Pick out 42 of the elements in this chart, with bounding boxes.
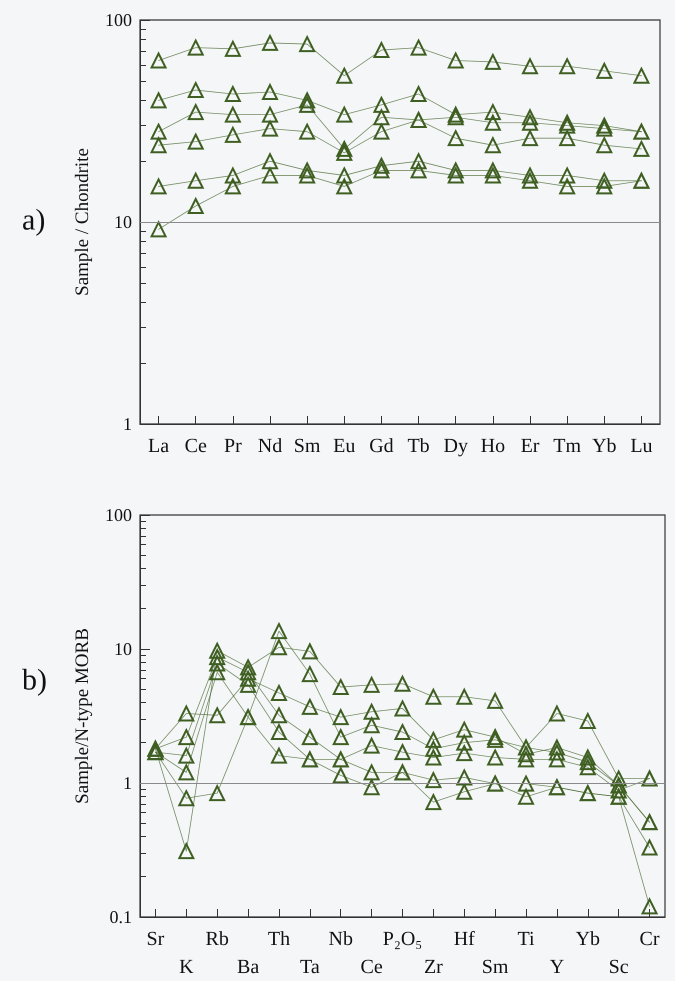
x-tick-label: Pr: [224, 435, 242, 457]
x-tick-label: Ce: [184, 435, 207, 457]
y-axis-title: Sample/N-type MORB: [72, 628, 93, 804]
y-tick-label: 1: [123, 773, 132, 793]
text: b): [22, 664, 47, 696]
x-tick-label: Tm: [553, 435, 582, 457]
x-tick-label: Ce: [360, 956, 383, 978]
x-tick-label: Lu: [630, 435, 653, 457]
x-tick-label: Ho: [480, 435, 506, 457]
y-tick-label: 100: [105, 505, 132, 525]
x-tick-label: Ta: [300, 956, 320, 978]
x-tick-label: Yb: [592, 435, 617, 457]
x-tick-label: K: [179, 956, 194, 978]
x-tick-label: Dy: [443, 435, 468, 457]
y-tick-label: 100: [105, 10, 132, 30]
x-tick-label: Er: [520, 435, 540, 457]
y-tick-label: 1: [123, 414, 132, 434]
y-axis-title: Sample / Chondrite: [72, 148, 93, 296]
x-tick-label: Sm: [294, 435, 321, 457]
text: a): [22, 204, 46, 236]
x-tick-label: Ti: [517, 928, 536, 950]
y-tick-label: 10: [114, 639, 132, 659]
x-tick-label: Nd: [258, 435, 282, 457]
x-tick-label: Ba: [236, 956, 260, 978]
x-tick-label: Th: [268, 928, 290, 950]
x-tick-label: Sc: [608, 956, 629, 978]
x-tick-label: Y: [550, 956, 564, 978]
x-tick-label: Nb: [328, 928, 353, 950]
x-tick-label: Tb: [407, 435, 430, 457]
x-tick-label: Yb: [576, 928, 600, 950]
x-tick-label: Sm: [482, 956, 509, 978]
x-tick-label: La: [148, 435, 170, 457]
x-tick-label: Zr: [424, 956, 444, 978]
x-tick-label: Gd: [369, 435, 394, 457]
x-tick-label: Sr: [146, 928, 165, 950]
x-tick-label: Cr: [640, 928, 660, 950]
x-tick-label: P₂O₅: [382, 928, 422, 950]
x-tick-label: Eu: [333, 435, 356, 457]
y-tick-label: 10: [114, 212, 132, 232]
y-tick-label: 0.1: [110, 907, 132, 927]
x-tick-label: Rb: [206, 928, 229, 950]
x-tick-label: Hf: [454, 928, 476, 950]
